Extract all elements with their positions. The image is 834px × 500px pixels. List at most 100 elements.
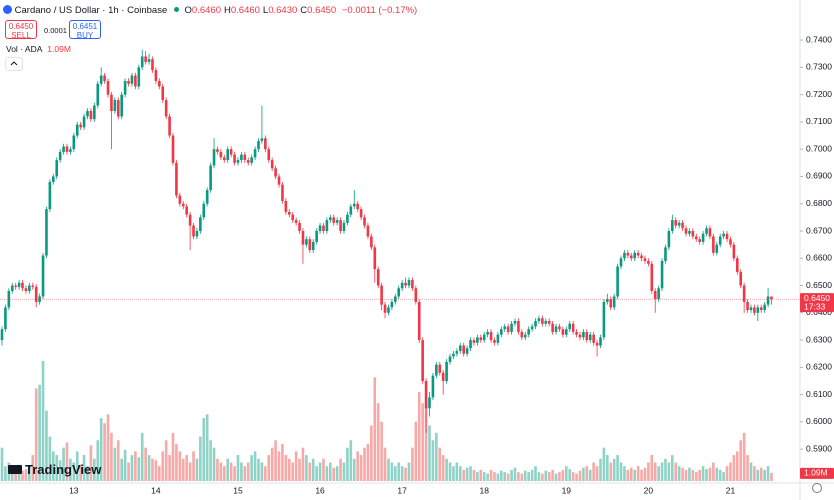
price-label: 0.6450 bbox=[804, 293, 830, 303]
candle-body bbox=[520, 331, 524, 338]
market-status bbox=[173, 7, 179, 12]
candle-body bbox=[45, 209, 48, 256]
volume-bar bbox=[370, 425, 373, 481]
volume-bar bbox=[664, 458, 667, 481]
candle-body bbox=[274, 168, 277, 177]
volume-bar bbox=[106, 414, 110, 481]
volume-bar bbox=[595, 466, 599, 481]
collapse-button[interactable] bbox=[5, 57, 23, 71]
ohlc-value: 0.6460 bbox=[230, 5, 260, 16]
candle-body bbox=[513, 321, 517, 324]
volume-bar bbox=[363, 447, 366, 481]
buy-button[interactable]: 0.6451 BUY bbox=[69, 20, 101, 40]
candle-body bbox=[38, 296, 41, 302]
candle-body bbox=[428, 397, 431, 409]
candle-body bbox=[517, 321, 520, 332]
candle-body bbox=[633, 252, 636, 259]
spread: 0.0001 bbox=[44, 26, 67, 35]
candle-body bbox=[346, 214, 349, 223]
volume-bar bbox=[178, 451, 182, 481]
candle-body bbox=[335, 220, 339, 223]
candle-body bbox=[489, 331, 493, 341]
sell-price: 0.6450 bbox=[8, 22, 34, 31]
settings-button[interactable] bbox=[812, 483, 822, 493]
candle-body bbox=[168, 116, 171, 136]
candle-body bbox=[530, 326, 534, 330]
volume-bar bbox=[482, 472, 486, 481]
candle-body bbox=[376, 269, 380, 286]
volume-bar bbox=[127, 462, 130, 481]
volume-bar bbox=[633, 469, 636, 481]
candle-body bbox=[298, 222, 301, 231]
sell-button[interactable]: 0.6450 SELL bbox=[5, 20, 37, 40]
candle-body bbox=[486, 331, 489, 335]
volume-bar bbox=[223, 466, 226, 481]
volume-bar bbox=[219, 462, 223, 481]
volume-bar bbox=[188, 462, 192, 481]
candle-body bbox=[414, 288, 418, 302]
volume-bar bbox=[151, 458, 154, 481]
volume-bar bbox=[158, 466, 161, 481]
volume-bar bbox=[318, 462, 322, 481]
collapse-icon bbox=[10, 61, 18, 66]
candle-body bbox=[233, 154, 236, 163]
candle-body bbox=[0, 329, 4, 341]
y-tick-label: 0.6100 bbox=[806, 389, 832, 399]
volume-bar bbox=[69, 458, 72, 481]
candle-body bbox=[24, 288, 28, 291]
candle-body bbox=[770, 296, 773, 300]
candle-body bbox=[291, 214, 294, 221]
candle-body bbox=[671, 220, 674, 231]
volume-bar bbox=[383, 447, 387, 481]
candle-body bbox=[759, 307, 763, 311]
candle-body bbox=[154, 70, 158, 81]
candle-body bbox=[609, 299, 613, 308]
candle-body bbox=[110, 94, 113, 111]
candle-body bbox=[404, 282, 407, 286]
volume-bar bbox=[192, 451, 195, 481]
volume-bar bbox=[233, 466, 236, 481]
volume-bar bbox=[585, 466, 589, 481]
ohlc-key: L bbox=[262, 5, 269, 16]
watermark-icon bbox=[8, 465, 22, 474]
candle-body bbox=[544, 321, 548, 324]
candle-body bbox=[349, 206, 353, 215]
volume-bar bbox=[202, 418, 206, 481]
volume-bar bbox=[479, 469, 483, 481]
candle-body bbox=[28, 285, 31, 291]
volume-bar bbox=[677, 466, 681, 481]
volume-bar bbox=[513, 467, 517, 481]
volume-bar bbox=[657, 466, 660, 481]
volume-bar bbox=[86, 466, 89, 481]
volume-bar bbox=[72, 462, 76, 481]
candle-body bbox=[55, 160, 59, 177]
candle-body bbox=[356, 203, 359, 210]
candle-body bbox=[688, 231, 691, 234]
candle-body bbox=[34, 286, 38, 302]
volume-bar bbox=[739, 440, 743, 481]
volume-bar bbox=[96, 440, 100, 481]
candle-body bbox=[294, 220, 298, 223]
volume-bar bbox=[527, 472, 530, 481]
volume-bar bbox=[281, 443, 284, 481]
candle-body bbox=[718, 236, 722, 245]
volume-bar bbox=[103, 423, 106, 481]
ohlc-value: 0.6450 bbox=[307, 5, 337, 16]
candle-body bbox=[75, 124, 79, 136]
candle-body bbox=[175, 162, 178, 196]
y-tick-label: 0.5900 bbox=[806, 443, 832, 453]
candle-body bbox=[10, 285, 14, 291]
candle-body bbox=[705, 228, 708, 234]
volume-bar bbox=[144, 447, 147, 481]
candle-body bbox=[588, 334, 592, 341]
volume-bar bbox=[394, 466, 397, 481]
candle-body bbox=[301, 231, 305, 245]
volume-bar bbox=[653, 462, 657, 481]
volume-bar bbox=[291, 462, 294, 481]
candle-body bbox=[192, 225, 195, 237]
volume-bar bbox=[240, 462, 243, 481]
volume-bar bbox=[465, 467, 469, 481]
volume-bar bbox=[373, 377, 377, 481]
x-tick-label: 14 bbox=[151, 485, 161, 495]
